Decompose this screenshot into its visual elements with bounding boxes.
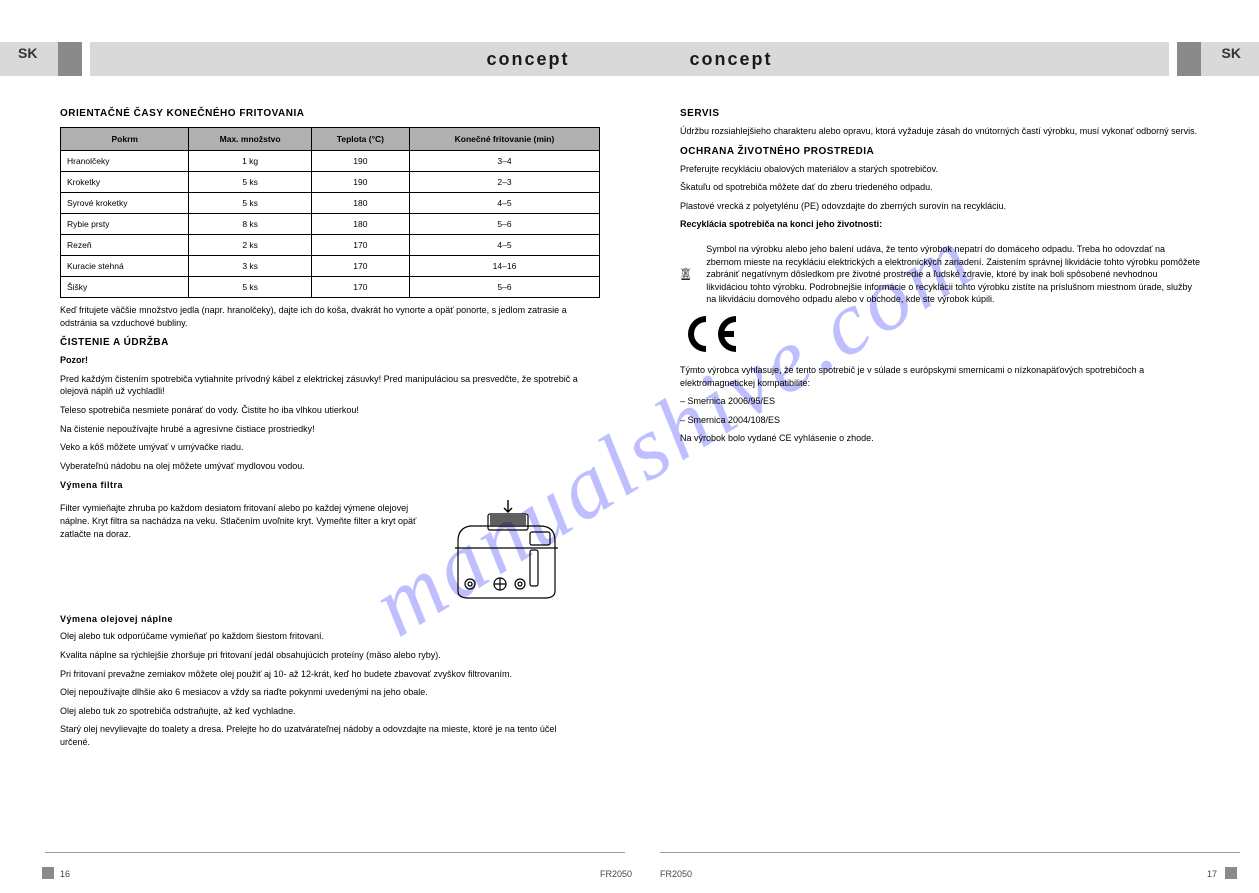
header-gap-right bbox=[1169, 42, 1177, 76]
page-num-right: 17 bbox=[1207, 869, 1217, 879]
filter-title: Výmena filtra bbox=[60, 480, 580, 490]
brand-logo-left: concept bbox=[486, 49, 569, 70]
maint-p1: Pred každým čistením spotrebiča vytiahni… bbox=[60, 373, 580, 398]
table-cell: 4–5 bbox=[409, 193, 599, 214]
model-left: FR2050 bbox=[600, 869, 632, 879]
env-title: OCHRANA ŽIVOTNÉHO PROSTREDIA bbox=[680, 146, 1200, 157]
env-b1: Preferujte recykláciu obalových materiál… bbox=[680, 163, 1200, 176]
table-cell: 190 bbox=[311, 172, 409, 193]
footer-sq-left bbox=[42, 867, 54, 879]
warning-label: Pozor! bbox=[60, 355, 88, 365]
table-cell: Šišky bbox=[61, 277, 189, 298]
header-dark-right bbox=[1177, 42, 1201, 76]
maint-p5: Vyberateľnú nádobu na olej môžete umývať… bbox=[60, 460, 580, 473]
table-cell: 5 ks bbox=[189, 277, 311, 298]
filter-text: Filter vymieňajte zhruba po každom desia… bbox=[60, 502, 425, 540]
footer-sq-right bbox=[1225, 867, 1237, 879]
header-gap-left bbox=[82, 42, 90, 76]
ce-l1: – Smernica 2006/95/ES bbox=[680, 395, 1200, 408]
oil-p3: Pri fritovaní prevažne zemiakov môžete o… bbox=[60, 668, 580, 681]
ce-mark-block bbox=[680, 312, 1200, 358]
maint-p4: Veko a kôš môžete umývať v umývačke riad… bbox=[60, 441, 580, 454]
table-row: Rybie prsty8 ks1805–6 bbox=[61, 214, 600, 235]
table-cell: 5–6 bbox=[409, 214, 599, 235]
filter-block: Filter vymieňajte zhruba po každom desia… bbox=[60, 496, 580, 606]
table-cell: 3 ks bbox=[189, 256, 311, 277]
maintenance-title: ČISTENIE A ÚDRŽBA bbox=[60, 337, 580, 348]
table-cell: 4–5 bbox=[409, 235, 599, 256]
table-cell: Rezeň bbox=[61, 235, 189, 256]
service-text: Údržbu rozsiahlejšieho charakteru alebo … bbox=[680, 125, 1200, 138]
table-cell: Hranolčeky bbox=[61, 151, 189, 172]
recycle-text: Symbol na výrobku alebo jeho balení udáv… bbox=[706, 243, 1200, 306]
maint-p2: Teleso spotrebiča nesmiete ponárať do vo… bbox=[60, 404, 580, 417]
page-left: ORIENTAČNÉ ČASY KONEČNÉHO FRITOVANIA Pok… bbox=[30, 90, 610, 850]
oil-p4: Olej nepoužívajte dlhšie ako 6 mesiacov … bbox=[60, 686, 580, 699]
service-title: SERVIS bbox=[680, 108, 1200, 119]
oil-title: Výmena olejovej náplne bbox=[60, 614, 580, 624]
table-cell: Syrové kroketky bbox=[61, 193, 189, 214]
env-b2: Škatuľu od spotrebiča môžete dať do zber… bbox=[680, 181, 1200, 194]
table-cell: 170 bbox=[311, 256, 409, 277]
col-temp: Teplota (°C) bbox=[311, 128, 409, 151]
fryer-icon bbox=[440, 496, 580, 606]
table-header-row: Pokrm Max. množstvo Teplota (°C) Konečné… bbox=[61, 128, 600, 151]
table-cell: 5 ks bbox=[189, 193, 311, 214]
table-cell: 180 bbox=[311, 193, 409, 214]
model-right: FR2050 bbox=[660, 869, 692, 879]
lang-tag-left: SK bbox=[18, 45, 37, 61]
oil-p5: Olej alebo tuk zo spotrebiča odstraňujte… bbox=[60, 705, 580, 718]
table-cell: 190 bbox=[311, 151, 409, 172]
brand-logo-right: concept bbox=[690, 49, 773, 70]
oil-p2: Kvalita náplne sa rýchlejšie zhoršuje pr… bbox=[60, 649, 580, 662]
table-cell: 3–4 bbox=[409, 151, 599, 172]
table-cell: 1 kg bbox=[189, 151, 311, 172]
oil-p1: Olej alebo tuk odporúčame vymieňať po ka… bbox=[60, 630, 580, 643]
env-b3: Plastové vrecká z polyetylénu (PE) odovz… bbox=[680, 200, 1200, 213]
col-food: Pokrm bbox=[61, 128, 189, 151]
oil-p6: Starý olej nevylievajte do toalety a dre… bbox=[60, 723, 580, 748]
col-time: Konečné fritovanie (min) bbox=[409, 128, 599, 151]
ce-last: Na výrobok bolo vydané CE vyhlásenie o z… bbox=[680, 432, 1200, 445]
table-cell: 170 bbox=[311, 277, 409, 298]
page-right: SERVIS Údržbu rozsiahlejšieho charakteru… bbox=[650, 90, 1230, 850]
ce-l2: – Smernica 2004/108/ES bbox=[680, 414, 1200, 427]
page-num-left: 16 bbox=[60, 869, 70, 879]
footer-rule-left bbox=[45, 852, 625, 853]
header-dark-left bbox=[58, 42, 82, 76]
table-cell: 5 ks bbox=[189, 172, 311, 193]
recycle-title: Recyklácia spotrebiča na konci jeho živo… bbox=[680, 218, 1200, 231]
ce-mark-icon bbox=[680, 312, 742, 356]
frying-times-title: ORIENTAČNÉ ČASY KONEČNÉHO FRITOVANIA bbox=[60, 108, 580, 119]
table-row: Šišky5 ks1705–6 bbox=[61, 277, 600, 298]
lang-tag-right: SK bbox=[1222, 45, 1241, 61]
table-row: Hranolčeky1 kg1903–4 bbox=[61, 151, 600, 172]
table-cell: 2–3 bbox=[409, 172, 599, 193]
footer-rule-right bbox=[660, 852, 1240, 853]
weee-block: Symbol na výrobku alebo jeho balení udáv… bbox=[680, 237, 1200, 312]
ce-text: Týmto výrobca vyhlasuje, že tento spotre… bbox=[680, 364, 1200, 389]
table-cell: 2 ks bbox=[189, 235, 311, 256]
header-mid: concept concept bbox=[90, 42, 1169, 76]
table-cell: Kuracie stehná bbox=[61, 256, 189, 277]
table-row: Kroketky5 ks1902–3 bbox=[61, 172, 600, 193]
weee-icon bbox=[680, 246, 691, 302]
table-cell: 170 bbox=[311, 235, 409, 256]
table-row: Syrové kroketky5 ks1804–5 bbox=[61, 193, 600, 214]
table-row: Rezeň2 ks1704–5 bbox=[61, 235, 600, 256]
frying-note: Keď fritujete väčšie množstvo jedla (nap… bbox=[60, 304, 580, 329]
table-cell: Kroketky bbox=[61, 172, 189, 193]
maint-p3: Na čistenie nepoužívajte hrubé a agresív… bbox=[60, 423, 580, 436]
table-cell: 180 bbox=[311, 214, 409, 235]
table-row: Kuracie stehná3 ks17014–16 bbox=[61, 256, 600, 277]
col-qty: Max. množstvo bbox=[189, 128, 311, 151]
table-cell: 5–6 bbox=[409, 277, 599, 298]
table-cell: Rybie prsty bbox=[61, 214, 189, 235]
table-cell: 8 ks bbox=[189, 214, 311, 235]
frying-times-table: Pokrm Max. množstvo Teplota (°C) Konečné… bbox=[60, 127, 600, 298]
table-cell: 14–16 bbox=[409, 256, 599, 277]
header-band: concept concept bbox=[0, 42, 1259, 76]
